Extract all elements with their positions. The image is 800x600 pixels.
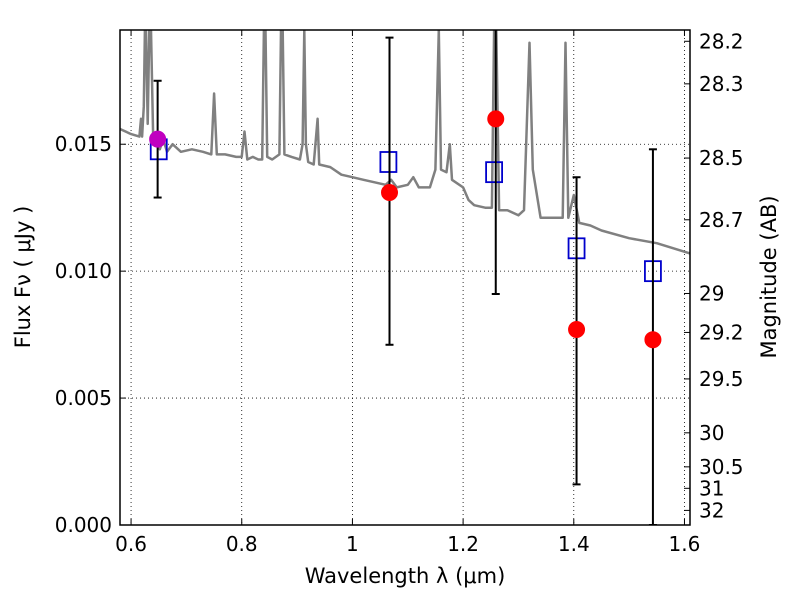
mag-tick-label: 28.2 [699,29,744,53]
data-point-marker [381,183,399,201]
spectrum-line [120,30,690,255]
x-tick-label: 1.2 [447,532,479,556]
y-tick-label: 0.000 [55,513,112,537]
data-point-marker [149,130,167,148]
data-point-marker [644,331,662,349]
tick-layer: 0.6 0.8 1 1.2 1.4 1.6 0.000 0.005 0.010 0.015 28.2… [55,29,744,556]
mag-tick-label: 28.5 [699,146,744,170]
y-tick-label: 0.005 [55,386,112,410]
mag-tick-label: 28.3 [699,72,744,96]
mag-tick-label: 28.7 [699,208,744,232]
data-point-marker [487,110,505,128]
x-tick-label: 0.8 [226,532,258,556]
mag-tick-label: 32 [699,498,724,522]
mag-tick-label: 30 [699,421,724,445]
x-tick-label: 1 [346,532,359,556]
y-tick-label: 0.015 [55,132,112,156]
y-axis-right-label: Magnitude (AB) [757,195,781,358]
grid-layer [120,30,690,525]
mag-tick-label: 29.5 [699,367,744,391]
mag-tick-label: 29.2 [699,320,744,344]
x-tick-label: 1.6 [669,532,701,556]
mag-tick-label: 30.5 [699,455,744,479]
plot-layer [120,30,690,525]
mag-tick-label: 31 [699,476,724,500]
plot-frame [119,29,691,526]
mag-tick-label: 29 [699,281,724,305]
x-tick-label: 0.6 [115,532,147,556]
x-axis-label: Wavelength λ (μm) [305,564,506,588]
model-square-marker [379,151,398,173]
model-square-marker [485,161,503,184]
plot-clipped-group [120,30,690,525]
y-tick-label: 0.010 [55,259,112,283]
x-tick-label: 1.4 [558,532,590,556]
data-point-marker [568,321,586,339]
y-axis-label: Flux Fν ( μJy ) [11,206,35,349]
